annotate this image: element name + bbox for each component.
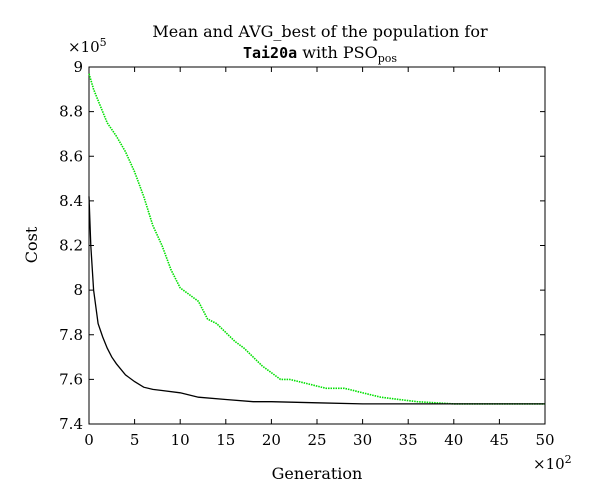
x-tick-label: 5 <box>130 431 140 449</box>
y-tick-label: 8.6 <box>59 147 83 165</box>
y-tick-label: 9 <box>73 58 83 76</box>
chart-title-line2: Tai20a with PSOpos <box>243 43 397 65</box>
axis-ticks <box>88 66 546 425</box>
chart-title-line1: Mean and AVG_best of the population for <box>152 22 488 41</box>
x-tick-label: 15 <box>216 431 235 449</box>
y-tick-label: 8.2 <box>59 237 83 255</box>
y-axis-label: Cost <box>22 226 41 263</box>
y-tick-label: 7.8 <box>59 326 83 344</box>
title-mid: with PSO <box>297 43 378 62</box>
y-tick-label: 8.8 <box>59 103 83 121</box>
title-code: Tai20a <box>243 44 297 62</box>
x-tick-label: 35 <box>399 431 418 449</box>
y-tick-label: 7.4 <box>59 415 83 433</box>
y-tick-labels: 7.4 7.6 7.8 8 8.2 8.4 8.6 8.8 9 <box>59 58 83 433</box>
mean-series-line <box>88 73 545 405</box>
x-tick-label: 45 <box>490 431 509 449</box>
x-tick-label: 25 <box>307 431 326 449</box>
title-sub: pos <box>378 52 398 65</box>
x-tick-label: 30 <box>353 431 372 449</box>
plot-frame <box>88 66 546 425</box>
x-tick-label: 50 <box>535 431 554 449</box>
y-tick-label: 7.6 <box>59 370 83 388</box>
x-axis-label: Generation <box>272 464 363 483</box>
y-tick-label: 8.4 <box>59 192 83 210</box>
x-tick-label: 0 <box>84 431 94 449</box>
y-tick-label: 8 <box>73 281 83 299</box>
series-group <box>88 73 545 405</box>
x-tick-label: 10 <box>171 431 190 449</box>
x-tick-labels: 0 5 10 15 20 25 30 35 40 45 50 <box>84 431 554 449</box>
avg-best-series-line <box>88 196 545 405</box>
x-multiplier: ×102 <box>533 453 572 473</box>
x-tick-label: 20 <box>262 431 281 449</box>
y-multiplier: ×105 <box>68 36 107 56</box>
x-tick-label: 40 <box>444 431 463 449</box>
